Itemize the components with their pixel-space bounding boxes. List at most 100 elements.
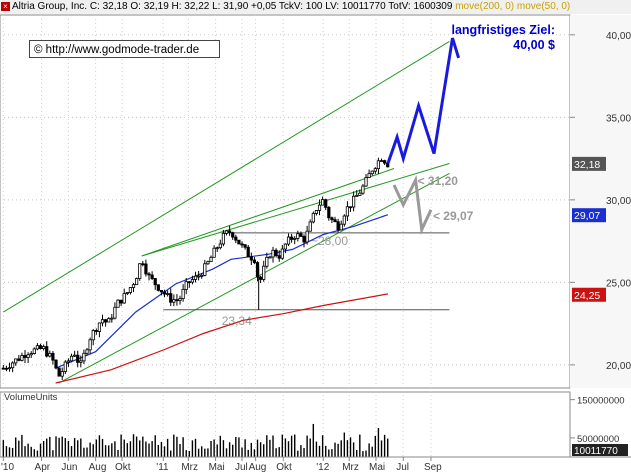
candle-body <box>206 261 210 265</box>
candle-body <box>361 185 365 194</box>
upper-channel <box>3 40 450 313</box>
candle-body <box>364 177 368 187</box>
candle-body <box>330 217 334 221</box>
time-tick-label: Okt <box>276 462 292 473</box>
candle-body <box>190 279 195 283</box>
grid <box>0 14 631 458</box>
candle-body <box>23 355 27 358</box>
candle-body <box>73 354 77 357</box>
candle-body <box>280 248 284 259</box>
time-tick-label: Mrz <box>342 462 359 473</box>
candle-body <box>128 287 133 293</box>
moving-average-legend: move(200, 0) move(50, 0) <box>455 1 571 12</box>
volume-tick-label: 50000000 <box>577 434 619 445</box>
candle-body <box>215 247 219 250</box>
candle-body <box>150 274 154 279</box>
candle-body <box>88 339 92 351</box>
candle-body <box>240 243 244 246</box>
candle-body <box>79 360 83 363</box>
time-tick-label: '11 <box>156 462 169 473</box>
candle-body <box>271 249 275 258</box>
source-url: © http://www.godmode-trader.de <box>29 40 220 58</box>
candle-body <box>293 237 297 240</box>
projection-main <box>386 37 461 165</box>
candle-body <box>373 168 377 172</box>
candle-body <box>119 299 123 304</box>
value-tag <box>572 208 606 223</box>
candle-body <box>352 195 356 208</box>
candle-body <box>302 236 306 243</box>
candle-body <box>286 236 291 245</box>
candle-body <box>42 346 46 350</box>
candle-body <box>308 221 312 232</box>
value-tag-label: 29,07 <box>574 210 600 222</box>
time-tick-label: '12 <box>316 462 329 473</box>
time-tick-label: Okt <box>115 462 131 473</box>
price-tick-label: 25,00 <box>606 278 631 289</box>
candle-body <box>200 274 204 277</box>
candle-body <box>305 230 309 243</box>
candle-body <box>166 293 170 295</box>
candle-body <box>7 367 12 370</box>
candle-body <box>197 275 201 278</box>
channel-lines <box>3 40 450 384</box>
value-tag-label: 32,18 <box>574 159 600 171</box>
candle-body <box>376 160 381 170</box>
candle-body <box>116 299 120 308</box>
candle-body <box>4 367 9 370</box>
candle-body <box>63 361 67 372</box>
candle-body <box>299 233 303 237</box>
time-axis: '10 Apr Jun Aug Okt '11 Mrz Mai Jul Aug Okt '12 Mrz M… <box>0 456 631 473</box>
time-tick-label: Apr <box>35 462 51 473</box>
candle-body <box>262 265 266 280</box>
close-icon[interactable]: × <box>1 2 10 11</box>
candle-body <box>209 256 213 263</box>
quote-header: × Altria Group, Inc. C: 32,18 O: 32,19 H:… <box>0 0 631 14</box>
candle-body <box>60 371 64 377</box>
candle-body <box>234 236 238 241</box>
candle-body <box>243 244 247 248</box>
candle-body <box>237 239 241 245</box>
price-axis-panel <box>570 15 631 388</box>
candle-body <box>100 319 105 324</box>
time-tick-label: Jun <box>61 462 77 473</box>
candle-body <box>336 221 340 231</box>
candle-body <box>178 298 182 301</box>
candle-body <box>249 256 253 261</box>
support-label: ~28,00 <box>311 234 348 248</box>
candle-body <box>224 230 229 234</box>
candle-body <box>156 284 160 291</box>
candle-body <box>283 243 288 250</box>
candle-body <box>228 230 232 234</box>
price-tick-label: 40,00 <box>606 31 631 42</box>
candle-body <box>252 259 257 263</box>
projection-label: < 31,20 <box>418 174 459 188</box>
volume-label: VolumeUnits <box>4 392 58 403</box>
candle-body <box>348 206 353 209</box>
candle-body <box>172 299 176 303</box>
target-title: langfristiges Ziel: <box>451 23 556 37</box>
candle-body <box>26 354 30 358</box>
candle-body <box>358 192 362 196</box>
price-tick-label: 20,00 <box>606 361 631 372</box>
candle-body <box>268 256 272 259</box>
candle-body <box>76 354 80 363</box>
candle-body <box>367 173 371 178</box>
candle-body <box>141 263 145 266</box>
volume-tick-label: 150000000 <box>577 396 625 407</box>
candle-body <box>110 317 114 320</box>
candle-body <box>51 352 55 361</box>
candle-body <box>122 293 126 304</box>
projection: < 31,20 < 29,07 <box>386 37 474 235</box>
candle-body <box>383 160 387 164</box>
value-tag-label: 24,25 <box>574 290 600 302</box>
target-annotation: langfristiges Ziel: 40,00 $ <box>452 23 556 53</box>
candle-body <box>29 353 33 356</box>
candle-body <box>85 349 89 354</box>
candle-body <box>66 360 71 363</box>
candle-body <box>296 233 300 239</box>
symbol-name: Altria Group, Inc. <box>12 1 88 12</box>
candle-body <box>32 348 36 354</box>
projection-alternative <box>392 174 433 235</box>
